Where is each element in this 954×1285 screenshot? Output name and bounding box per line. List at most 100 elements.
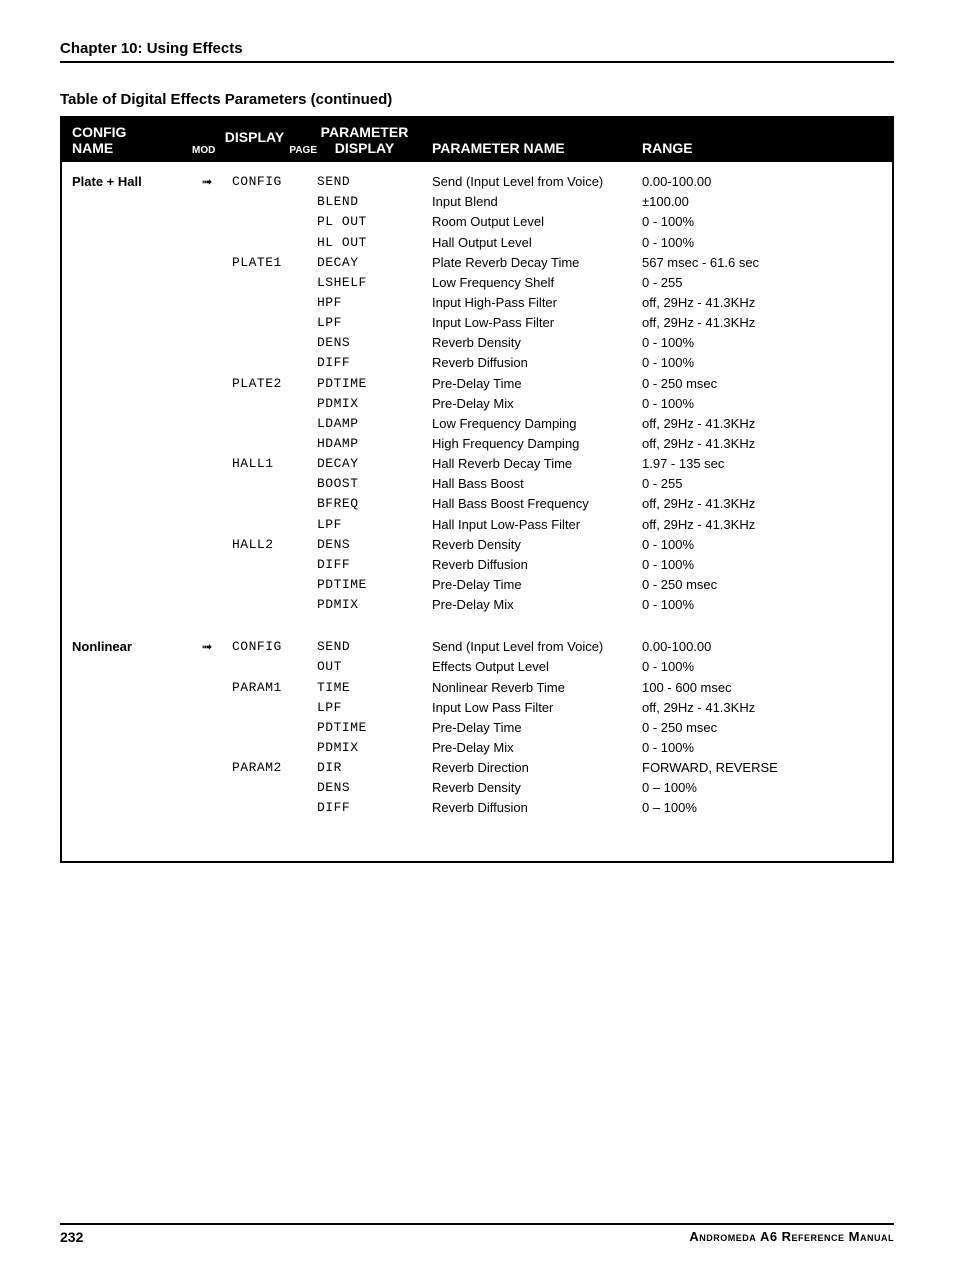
parameter-display-cell: HDAMP bbox=[317, 434, 412, 454]
range-cell: 0 - 100% bbox=[642, 738, 812, 758]
header-parameter-name: PARAMETER NAME bbox=[412, 140, 642, 156]
table-row: PARAM1TIMENonlinear Reverb Time100 - 600… bbox=[72, 678, 882, 698]
parameter-name-cell: Plate Reverb Decay Time bbox=[412, 253, 642, 273]
chapter-title: Chapter 10: Using Effects bbox=[60, 40, 894, 63]
range-cell: off, 29Hz - 41.3KHz bbox=[642, 313, 812, 333]
range-cell: 0 - 100% bbox=[642, 233, 812, 253]
range-cell: off, 29Hz - 41.3KHz bbox=[642, 515, 812, 535]
header-parameter-l1: PARAMETER bbox=[321, 124, 409, 140]
table-row: LDAMPLow Frequency Dampingoff, 29Hz - 41… bbox=[72, 414, 882, 434]
header-range: RANGE bbox=[642, 140, 812, 156]
table-row: PARAM2DIRReverb DirectionFORWARD, REVERS… bbox=[72, 758, 882, 778]
parameter-display-cell: PDTIME bbox=[317, 374, 412, 394]
range-cell: 0 - 100% bbox=[642, 535, 812, 555]
page-number: 232 bbox=[60, 1229, 83, 1245]
header-mod: MOD bbox=[192, 145, 232, 157]
parameter-name-cell: Pre-Delay Mix bbox=[412, 595, 642, 615]
range-cell: 0 - 250 msec bbox=[642, 374, 812, 394]
parameter-display-cell: DENS bbox=[317, 333, 412, 353]
parameter-display-cell: HL OUT bbox=[317, 233, 412, 253]
range-cell: 0 - 100% bbox=[642, 555, 812, 575]
display-page-cell: HALL1 bbox=[232, 454, 317, 474]
header-page: PAGE bbox=[232, 145, 317, 157]
table-row: DIFFReverb Diffusion0 - 100% bbox=[72, 353, 882, 373]
header-config-l1: CONFIG bbox=[72, 124, 126, 140]
parameter-name-cell: Reverb Direction bbox=[412, 758, 642, 778]
table-row: LSHELFLow Frequency Shelf0 - 255 bbox=[72, 273, 882, 293]
parameter-display-cell: OUT bbox=[317, 657, 412, 677]
parameter-name-cell: Reverb Diffusion bbox=[412, 353, 642, 373]
table-body: Plate + Hall➟CONFIGSENDSend (Input Level… bbox=[62, 162, 892, 860]
table-row: LPFInput Low Pass Filteroff, 29Hz - 41.3… bbox=[72, 698, 882, 718]
parameter-display-cell: DECAY bbox=[317, 454, 412, 474]
table-row: LPFInput Low-Pass Filteroff, 29Hz - 41.3… bbox=[72, 313, 882, 333]
parameter-display-cell: PDMIX bbox=[317, 595, 412, 615]
parameter-display-cell: SEND bbox=[317, 172, 412, 192]
config-block: Nonlinear➟CONFIGSENDSend (Input Level fr… bbox=[72, 637, 882, 818]
range-cell: 0 - 250 msec bbox=[642, 575, 812, 595]
parameter-display-cell: PDTIME bbox=[317, 718, 412, 738]
range-cell: 0 – 100% bbox=[642, 778, 812, 798]
parameter-display-cell: LPF bbox=[317, 698, 412, 718]
header-config-l2: NAME bbox=[72, 140, 113, 156]
parameter-display-cell: BFREQ bbox=[317, 494, 412, 514]
parameter-name-cell: Room Output Level bbox=[412, 212, 642, 232]
range-cell: 0.00-100.00 bbox=[642, 637, 812, 657]
range-cell: 0 – 100% bbox=[642, 798, 812, 818]
range-cell: off, 29Hz - 41.3KHz bbox=[642, 414, 812, 434]
table-row: HALL1DECAYHall Reverb Decay Time1.97 - 1… bbox=[72, 454, 882, 474]
display-page-cell: PLATE1 bbox=[232, 253, 317, 273]
display-page-cell: PARAM2 bbox=[232, 758, 317, 778]
range-cell: off, 29Hz - 41.3KHz bbox=[642, 293, 812, 313]
config-name-cell: Nonlinear bbox=[72, 637, 192, 657]
range-cell: 0 - 100% bbox=[642, 657, 812, 677]
arrow-icon: ➟ bbox=[192, 172, 222, 192]
parameter-name-cell: Reverb Density bbox=[412, 535, 642, 555]
range-cell: 0 - 100% bbox=[642, 212, 812, 232]
table-row: HL OUTHall Output Level0 - 100% bbox=[72, 233, 882, 253]
table-row: BLENDInput Blend±100.00 bbox=[72, 192, 882, 212]
parameter-display-cell: DECAY bbox=[317, 253, 412, 273]
parameter-display-cell: LSHELF bbox=[317, 273, 412, 293]
parameter-display-cell: HPF bbox=[317, 293, 412, 313]
range-cell: FORWARD, REVERSE bbox=[642, 758, 812, 778]
range-cell: ±100.00 bbox=[642, 192, 812, 212]
table-row: Nonlinear➟CONFIGSENDSend (Input Level fr… bbox=[72, 637, 882, 657]
table-row: PLATE1DECAYPlate Reverb Decay Time567 ms… bbox=[72, 253, 882, 273]
table-row: DENSReverb Density0 - 100% bbox=[72, 333, 882, 353]
parameter-name-cell: Low Frequency Shelf bbox=[412, 273, 642, 293]
parameter-display-cell: DIFF bbox=[317, 353, 412, 373]
display-page-cell: PARAM1 bbox=[232, 678, 317, 698]
table-row: DENSReverb Density0 – 100% bbox=[72, 778, 882, 798]
parameter-name-cell: Hall Input Low-Pass Filter bbox=[412, 515, 642, 535]
parameter-display-cell: TIME bbox=[317, 678, 412, 698]
display-page-cell: CONFIG bbox=[232, 637, 317, 657]
mod-arrow-cell: ➟ bbox=[192, 637, 232, 657]
parameter-display-cell: DIFF bbox=[317, 798, 412, 818]
parameter-display-cell: LDAMP bbox=[317, 414, 412, 434]
parameter-name-cell: High Frequency Damping bbox=[412, 434, 642, 454]
parameter-name-cell: Pre-Delay Time bbox=[412, 575, 642, 595]
table-row: HALL2DENSReverb Density0 - 100% bbox=[72, 535, 882, 555]
table-row: Plate + Hall➟CONFIGSENDSend (Input Level… bbox=[72, 172, 882, 192]
table-row: LPFHall Input Low-Pass Filteroff, 29Hz -… bbox=[72, 515, 882, 535]
table-row: PDMIXPre-Delay Mix0 - 100% bbox=[72, 595, 882, 615]
parameter-name-cell: Input Low-Pass Filter bbox=[412, 313, 642, 333]
range-cell: off, 29Hz - 41.3KHz bbox=[642, 434, 812, 454]
parameter-display-cell: LPF bbox=[317, 313, 412, 333]
mod-arrow-cell: ➟ bbox=[192, 172, 232, 192]
parameter-display-cell: BLEND bbox=[317, 192, 412, 212]
parameter-name-cell: Effects Output Level bbox=[412, 657, 642, 677]
range-cell: 0 - 255 bbox=[642, 273, 812, 293]
table-row: PLATE2PDTIMEPre-Delay Time0 - 250 msec bbox=[72, 374, 882, 394]
parameter-display-cell: SEND bbox=[317, 637, 412, 657]
header-parameter-l2: DISPLAY bbox=[335, 140, 394, 156]
range-cell: 0 - 250 msec bbox=[642, 718, 812, 738]
parameter-display-cell: DENS bbox=[317, 535, 412, 555]
table-row: PDTIMEPre-Delay Time0 - 250 msec bbox=[72, 718, 882, 738]
range-cell: 0 - 255 bbox=[642, 474, 812, 494]
parameter-name-cell: Hall Bass Boost Frequency bbox=[412, 494, 642, 514]
range-cell: 0.00-100.00 bbox=[642, 172, 812, 192]
parameter-name-cell: Low Frequency Damping bbox=[412, 414, 642, 434]
reference-manual-label: Andromeda A6 Reference Manual bbox=[689, 1229, 894, 1245]
